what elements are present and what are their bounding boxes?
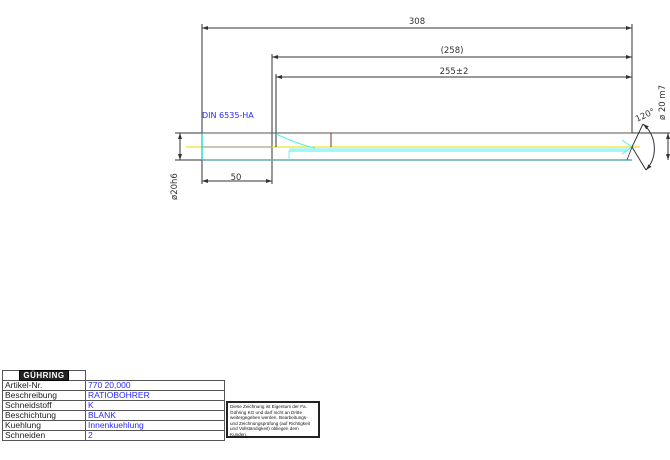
row-label: Artikel-Nr. xyxy=(2,380,86,391)
table-row: Artikel-Nr. 770 20,000 xyxy=(2,380,225,391)
table-row: Beschreibung RATIOBOHRER xyxy=(2,390,225,401)
table-row: Schneidstoff K xyxy=(2,400,225,411)
row-value: K xyxy=(85,400,225,411)
table-row: Schneiden 2 xyxy=(2,430,225,441)
row-value: 770 20,000 xyxy=(85,380,225,391)
point-angle-label: 120° xyxy=(634,107,657,125)
shank-length-label: 50 xyxy=(231,173,242,183)
row-label: Beschreibung xyxy=(2,390,86,401)
row-label: Schneidstoff xyxy=(2,400,86,411)
row-value: 2 xyxy=(85,430,225,441)
drill-body xyxy=(186,132,640,161)
logo-cell: GÜHRING xyxy=(2,370,86,381)
guehring-logo: GÜHRING xyxy=(19,370,69,381)
shank-diameter-label: ø20h6 xyxy=(170,173,180,200)
row-value: RATIOBOHRER xyxy=(85,390,225,401)
overall-length-label: 308 xyxy=(409,17,425,27)
row-label: Beschichtung xyxy=(2,410,86,421)
standard-label: DIN 6535-HA xyxy=(202,111,254,120)
table-row: Beschichtung BLANK xyxy=(2,410,225,421)
row-label: Schneiden xyxy=(2,430,86,441)
table-row: Kuehlung Innenkuehlung xyxy=(2,420,225,431)
cutting-diameter-label: ø 20 m7 xyxy=(658,85,668,120)
point-angle-dimension xyxy=(631,123,655,171)
title-block: GÜHRING Artikel-Nr. 770 20,000 Beschreibu… xyxy=(2,370,225,441)
flute-length-label: 255±2 xyxy=(440,67,469,77)
row-value: Innenkuehlung xyxy=(85,420,225,431)
row-value: BLANK xyxy=(85,410,225,421)
ownership-note: Diese Zeichnung ist Eigentum der Fa. Güh… xyxy=(226,401,320,438)
row-label: Kuehlung xyxy=(2,420,86,431)
dimension-lines xyxy=(178,26,670,183)
reference-length-label: (258) xyxy=(441,46,464,56)
